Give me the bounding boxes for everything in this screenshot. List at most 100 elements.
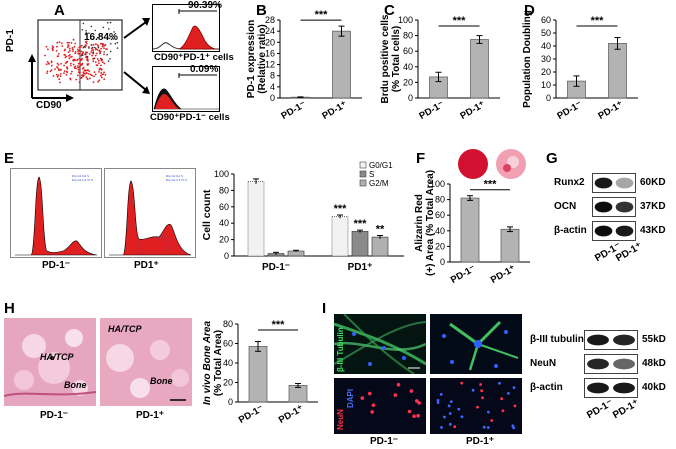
scatter-dot [101, 58, 103, 61]
gate-percentage: 16.84% [84, 32, 118, 43]
scatter-dot [91, 46, 94, 49]
scatter-dot [67, 45, 70, 47]
legend-swatch [359, 170, 367, 178]
scatter-dot [81, 29, 84, 31]
scatter-dot [94, 73, 97, 76]
scatter-dot [78, 46, 81, 49]
nucleus [368, 391, 372, 396]
nucleus [371, 403, 376, 407]
y-tick-label: 100 [430, 179, 445, 189]
blot-protein-label: β-III tubulin [530, 334, 584, 345]
scatter-dot [95, 52, 98, 55]
svg-text:Dip G2 2.4 37.6: Dip G2 2.4 37.6 [166, 178, 187, 182]
nucleus [416, 413, 420, 418]
scatter-dot [65, 55, 68, 58]
y-tick-label: 20 [435, 241, 445, 251]
scatter-dot [74, 59, 76, 62]
scatter-dot [88, 70, 91, 72]
scatter-dot [94, 48, 97, 51]
scatter-dot [58, 78, 61, 81]
scatter-dot [50, 69, 53, 71]
panel-h-letter: H [4, 300, 15, 317]
scatter-dot [82, 66, 85, 69]
scatter-dot [69, 56, 72, 58]
y-tick-label: 40 [403, 62, 413, 72]
scatter-dot [65, 73, 68, 76]
y-tick-label: 20 [541, 67, 551, 77]
scatter-dot [60, 68, 62, 71]
nucleus [443, 415, 446, 419]
panel-c-letter: C [384, 2, 395, 19]
y-axis-label: Brdu positive cells [380, 14, 391, 103]
scatter-dot [54, 68, 56, 70]
nucleus [511, 424, 515, 428]
scatter-dot [77, 68, 80, 71]
scatter-dot [108, 28, 110, 30]
scatter-dot [67, 51, 70, 53]
y-axis-label: (Relative ratio) [257, 24, 268, 93]
tissue-image-2: HA/TCP Bone [100, 318, 192, 406]
scatter-dot [59, 81, 61, 84]
blot-lane-label: PD-1⁺ [611, 397, 641, 422]
bar [288, 385, 308, 403]
scatter-dot [100, 68, 103, 71]
y-tick-label: 0 [270, 93, 275, 103]
y-tick-label: 80 [223, 319, 233, 329]
scatter-dot [56, 67, 59, 69]
scatter-dot [57, 52, 60, 55]
scatter-dot [46, 60, 49, 63]
scatter-dot [69, 77, 72, 80]
tissue-2-label: PD-1⁺ [136, 410, 165, 421]
y-tick-label: 100 [214, 169, 229, 179]
nucleus [476, 405, 479, 409]
scatter-dot [72, 59, 74, 61]
nucleus [512, 426, 516, 430]
scatter-dot [90, 25, 93, 28]
scatter-dot [106, 48, 108, 50]
nucleus [457, 407, 461, 411]
scatter-dot [86, 63, 89, 66]
scatter-dot [104, 44, 107, 46]
tissue-label-hatcp-1: HA/TCP [40, 352, 74, 362]
scatter-dot [96, 64, 99, 66]
x-tick-label: PD-1⁻ [449, 263, 478, 286]
scatter-dot [81, 74, 83, 77]
nucleus [412, 414, 416, 418]
scatter-dot [66, 67, 68, 69]
scatter-dot [110, 43, 112, 45]
scatter-dot [80, 76, 82, 79]
nucleus [360, 396, 365, 400]
scatter-dot [76, 59, 78, 62]
scatter-dot [104, 73, 107, 76]
scatter-dot [70, 42, 73, 44]
bar [470, 39, 489, 99]
blot-protein-label: OCN [554, 201, 577, 212]
blot-band [615, 201, 634, 213]
scatter-dot [92, 81, 95, 83]
svg-text:Dip G2 2.4 37.6: Dip G2 2.4 37.6 [72, 178, 93, 182]
y-tick-label: 20 [403, 77, 413, 87]
scatter-dot [103, 53, 105, 56]
scatter-dot [80, 44, 83, 47]
scatter-dot [55, 73, 58, 76]
legend-swatch [359, 161, 367, 169]
tissue-1-label: PD-1⁻ [40, 410, 69, 421]
nucleus [448, 422, 452, 426]
scatter-dot [57, 64, 60, 66]
scatter-dot [106, 21, 109, 24]
scatter-dot [68, 55, 70, 57]
scatter-dot [64, 54, 67, 56]
y-tick-label: 12 [265, 60, 275, 70]
nucleus [449, 400, 453, 403]
legend-entry: S [369, 170, 374, 179]
scatter-dot [90, 51, 93, 53]
scatter-dot [74, 42, 77, 45]
scatter-dot [49, 70, 52, 73]
scatter-dot [94, 54, 97, 57]
scatter-dot [57, 74, 60, 77]
scatter-dot [92, 44, 95, 46]
blot-lane-label: PD-1⁻ [585, 397, 615, 422]
nucleus [460, 415, 464, 419]
scatter-dot [78, 57, 81, 60]
